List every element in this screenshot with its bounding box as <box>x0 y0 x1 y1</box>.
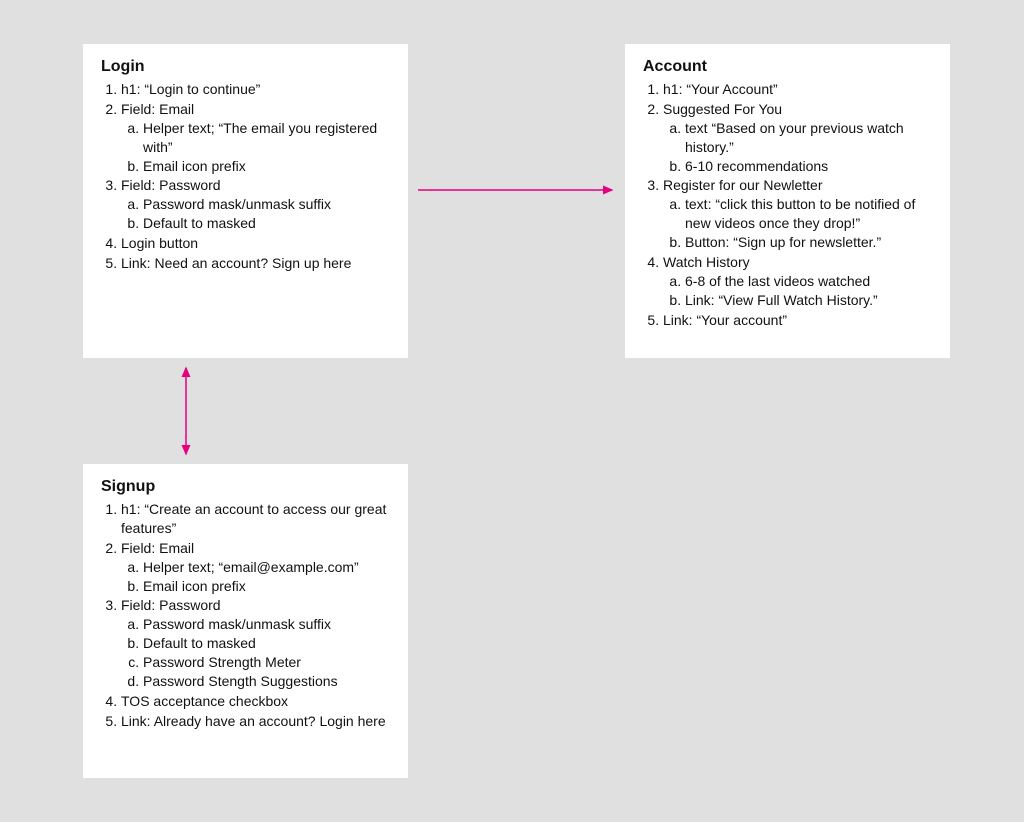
account-subitem: 6-8 of the last videos watched <box>685 272 932 291</box>
login-item: Link: Need an account? Sign up here <box>121 254 390 273</box>
signup-item: Field: Password Password mask/unmask suff… <box>121 596 390 690</box>
account-item-text: h1: “Your Account” <box>663 81 778 97</box>
login-title: Login <box>101 58 390 76</box>
login-item: Login button <box>121 234 390 253</box>
account-item-text: Register for our Newletter <box>663 177 823 193</box>
signup-item-text: h1: “Create an account to access our gre… <box>121 501 386 536</box>
login-sublist: Helper text; “The email you registered w… <box>121 119 390 176</box>
signup-subitem: Helper text; “email@example.com” <box>143 558 390 577</box>
login-subitem: Email icon prefix <box>143 157 390 176</box>
login-item: Field: Email Helper text; “The email you … <box>121 100 390 176</box>
login-subitem: Helper text; “The email you registered w… <box>143 119 390 157</box>
account-sublist: 6-8 of the last videos watchedLink: “Vie… <box>663 272 932 310</box>
login-item-text: Field: Email <box>121 101 194 117</box>
login-list: h1: “Login to continue” Field: Email Helpe… <box>101 80 390 273</box>
account-item-text: Link: “Your account” <box>663 312 787 328</box>
account-subitem: text: “click this button to be notified … <box>685 195 932 233</box>
login-item-text: Field: Password <box>121 177 221 193</box>
login-item-text: Link: Need an account? Sign up here <box>121 255 351 271</box>
signup-title: Signup <box>101 478 390 496</box>
account-sublist: text: “click this button to be notified … <box>663 195 932 252</box>
login-item: Field: Password Password mask/unmask suff… <box>121 176 390 233</box>
signup-subitem: Password Stength Suggestions <box>143 672 390 691</box>
account-subitem: Link: “View Full Watch History.” <box>685 291 932 310</box>
signup-item: Field: Email Helper text; “email@example.… <box>121 539 390 596</box>
signup-item-text: Field: Password <box>121 597 221 613</box>
account-item: Register for our Newletter text: “click t… <box>663 176 932 252</box>
signup-subitem: Email icon prefix <box>143 577 390 596</box>
account-subitem: 6-10 recommendations <box>685 157 932 176</box>
account-list: h1: “Your Account” Suggested For You text … <box>643 80 932 330</box>
account-title: Account <box>643 58 932 76</box>
signup-sublist: Helper text; “email@example.com”Email ic… <box>121 558 390 596</box>
signup-item: Link: Already have an account? Login her… <box>121 712 390 731</box>
account-subitem: text “Based on your previous watch histo… <box>685 119 932 157</box>
signup-subitem: Default to masked <box>143 634 390 653</box>
login-sublist: Password mask/unmask suffixDefault to ma… <box>121 195 390 233</box>
account-item: Link: “Your account” <box>663 311 932 330</box>
signup-item-text: TOS acceptance checkbox <box>121 693 288 709</box>
signup-subitem: Password Strength Meter <box>143 653 390 672</box>
signup-subitem: Password mask/unmask suffix <box>143 615 390 634</box>
signup-card: Signup h1: “Create an account to access … <box>83 464 408 778</box>
signup-sublist: Password mask/unmask suffixDefault to ma… <box>121 615 390 691</box>
login-subitem: Password mask/unmask suffix <box>143 195 390 214</box>
login-item-text: h1: “Login to continue” <box>121 81 260 97</box>
account-item: Watch History 6-8 of the last videos watc… <box>663 253 932 310</box>
account-item-text: Watch History <box>663 254 750 270</box>
signup-item: TOS acceptance checkbox <box>121 692 390 711</box>
account-subitem: Button: “Sign up for newsletter.” <box>685 233 932 252</box>
signup-item-text: Field: Email <box>121 540 194 556</box>
login-card: Login h1: “Login to continue” Field: Emai… <box>83 44 408 358</box>
login-subitem: Default to masked <box>143 214 390 233</box>
account-item: h1: “Your Account” <box>663 80 932 99</box>
login-item-text: Login button <box>121 235 198 251</box>
account-card: Account h1: “Your Account” Suggested For … <box>625 44 950 358</box>
account-sublist: text “Based on your previous watch histo… <box>663 119 932 176</box>
signup-list: h1: “Create an account to access our gre… <box>101 500 390 731</box>
login-item: h1: “Login to continue” <box>121 80 390 99</box>
account-item: Suggested For You text “Based on your pre… <box>663 100 932 176</box>
signup-item-text: Link: Already have an account? Login her… <box>121 713 386 729</box>
account-item-text: Suggested For You <box>663 101 782 117</box>
signup-item: h1: “Create an account to access our gre… <box>121 500 390 538</box>
